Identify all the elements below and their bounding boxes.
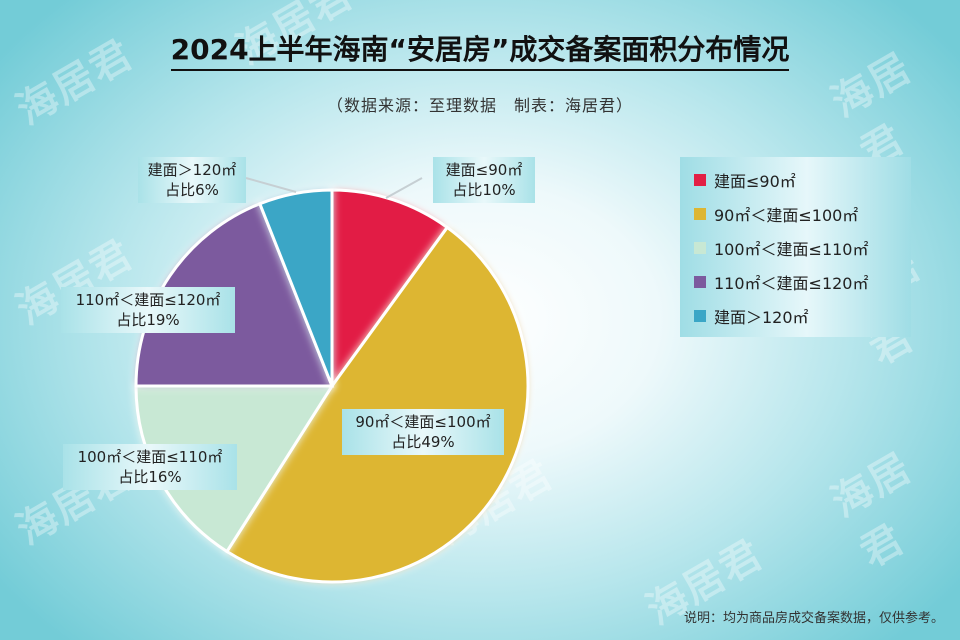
data-label-slice-5: 建面＞120㎡ 占比6% — [138, 157, 246, 203]
legend-swatch — [694, 174, 706, 186]
pie-slice-5 — [257, 188, 334, 387]
legend-swatch — [694, 208, 706, 220]
legend-label: 100㎡＜建面≤110㎡ — [714, 240, 869, 259]
legend-item: 90㎡＜建面≤100㎡ — [694, 202, 858, 226]
legend-item: 100㎡＜建面≤110㎡ — [694, 236, 869, 260]
chart-legend: 建面≤90㎡ 90㎡＜建面≤100㎡ 100㎡＜建面≤110㎡ 110㎡＜建面≤… — [680, 157, 911, 337]
legend-label: 110㎡＜建面≤120㎡ — [714, 274, 869, 293]
data-label-value: 占比6% — [165, 181, 219, 199]
pie-slice-2 — [224, 225, 530, 584]
data-label-name: 建面≤90㎡ — [445, 161, 523, 179]
chart-title-text: 2024上半年海南“安居房”成交备案面积分布情况 — [170, 33, 790, 71]
legend-swatch — [694, 276, 706, 288]
chart-title: 2024上半年海南“安居房”成交备案面积分布情况 — [0, 28, 960, 71]
data-label-name: 100㎡＜建面≤110㎡ — [77, 448, 223, 466]
data-label-slice-2: 90㎡＜建面≤100㎡ 占比49% — [342, 409, 504, 455]
legend-swatch — [694, 242, 706, 254]
legend-item: 建面＞120㎡ — [694, 304, 809, 328]
legend-item: 建面≤90㎡ — [694, 168, 796, 192]
data-label-value: 占比16% — [118, 468, 182, 486]
data-label-slice-3: 100㎡＜建面≤110㎡ 占比16% — [63, 444, 237, 490]
data-label-value: 占比49% — [391, 433, 455, 451]
footnote: 说明：均为商品房成交备案数据，仅供参考。 — [683, 611, 944, 626]
data-label-name: 建面＞120㎡ — [147, 161, 237, 179]
data-label-name: 90㎡＜建面≤100㎡ — [355, 413, 491, 431]
legend-item: 110㎡＜建面≤120㎡ — [694, 270, 869, 294]
legend-label: 建面≤90㎡ — [714, 172, 796, 191]
legend-swatch — [694, 310, 706, 322]
data-label-slice-4: 110㎡＜建面≤120㎡ 占比19% — [61, 287, 235, 333]
pie-slices — [134, 188, 530, 584]
legend-label: 建面＞120㎡ — [714, 308, 809, 327]
leader-line — [385, 177, 423, 199]
data-label-value: 占比10% — [452, 181, 516, 199]
data-label-slice-1: 建面≤90㎡ 占比10% — [433, 157, 535, 203]
chart-subtitle: （数据来源：至理数据 制表：海居君） — [326, 96, 633, 115]
data-label-name: 110㎡＜建面≤120㎡ — [75, 291, 221, 309]
pie-slice-1 — [330, 188, 450, 391]
leader-line — [245, 177, 297, 193]
leader-lines — [245, 177, 423, 199]
data-label-value: 占比19% — [116, 311, 180, 329]
legend-label: 90㎡＜建面≤100㎡ — [714, 206, 859, 225]
